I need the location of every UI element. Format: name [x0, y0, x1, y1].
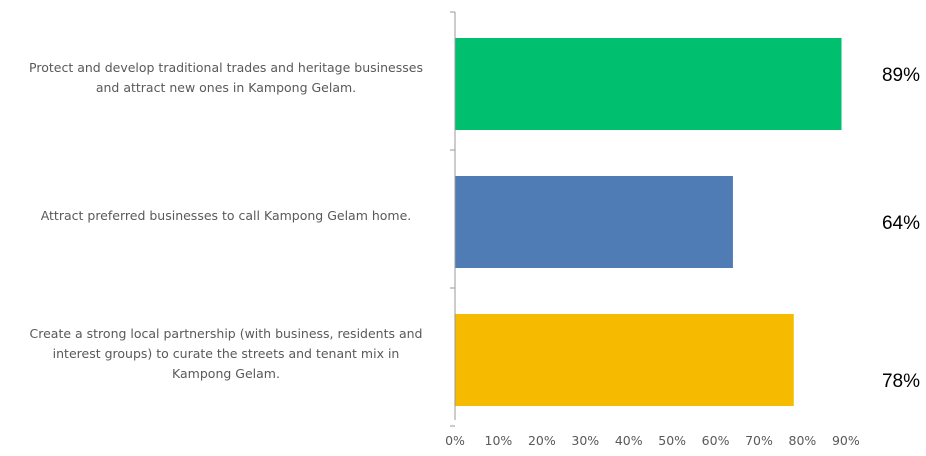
- value-labels-group: 89% 64% 78%: [882, 65, 920, 392]
- bars-group: [455, 38, 842, 406]
- category-label-1: Protect and develop traditional trades a…: [29, 60, 423, 95]
- bar-1: [455, 38, 842, 130]
- category-labels-group: Protect and develop traditional trades a…: [29, 60, 423, 381]
- x-tick-label: 10%: [485, 433, 513, 448]
- x-tick-label: 60%: [702, 433, 730, 448]
- x-tick-label: 20%: [528, 433, 556, 448]
- category-label-3: Create a strong local partnership (with …: [30, 326, 423, 381]
- bar-3: [455, 314, 794, 406]
- x-tick-label: 50%: [658, 433, 686, 448]
- x-tick-label: 30%: [571, 433, 599, 448]
- x-tick-label: 0%: [445, 433, 465, 448]
- x-tick-label: 40%: [615, 433, 643, 448]
- x-tick-label: 80%: [789, 433, 817, 448]
- value-label-2: 64%: [882, 213, 920, 234]
- value-label-1: 89%: [882, 65, 920, 86]
- bar-2: [455, 176, 733, 268]
- axes-group: [450, 11, 456, 427]
- x-tick-label: 70%: [745, 433, 773, 448]
- x-tick-labels-group: 0% 10% 20% 30% 40% 50% 60% 70% 80% 90%: [445, 433, 860, 448]
- value-label-3: 78%: [882, 371, 920, 392]
- x-tick-label: 90%: [832, 433, 860, 448]
- category-label-2: Attract preferred businesses to call Kam…: [41, 208, 412, 223]
